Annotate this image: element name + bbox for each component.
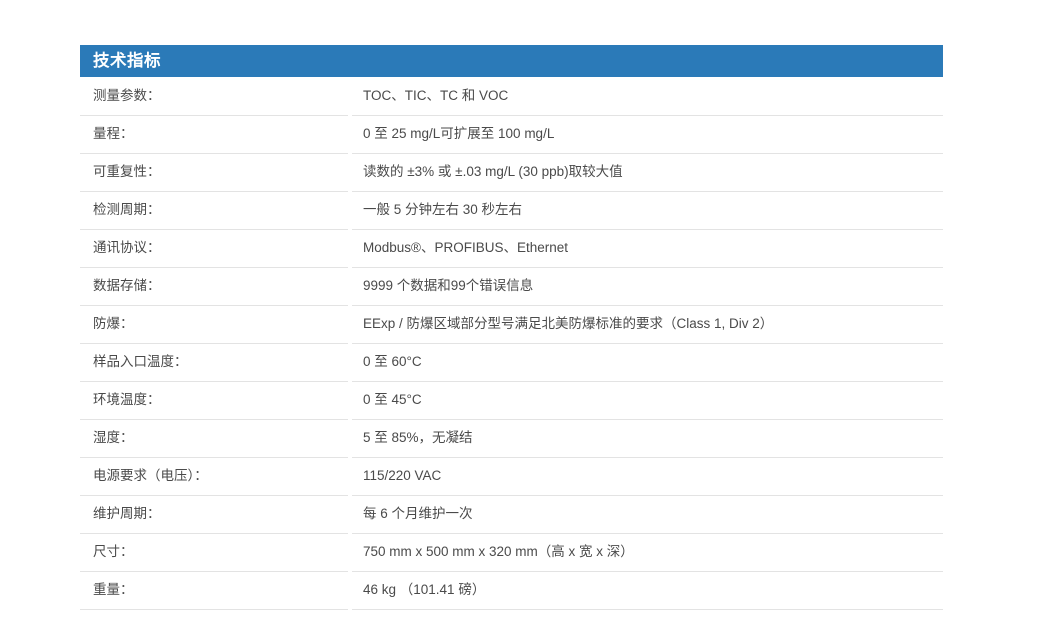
column-divider-gap	[348, 268, 352, 306]
column-divider-gap	[348, 344, 352, 382]
table-row: 通讯协议： Modbus®、PROFIBUS、Ethernet	[80, 230, 943, 268]
spec-label-cell: 电源要求（电压）：	[80, 458, 348, 496]
table-row: 数据存储： 9999 个数据和99个错误信息	[80, 268, 943, 306]
spec-value-cell: TOC、TIC、TC 和 VOC	[352, 77, 943, 116]
spec-value-cell: 0 至 25 mg/L可扩展至 100 mg/L	[352, 116, 943, 154]
column-divider-gap	[348, 116, 352, 154]
column-divider-gap	[348, 77, 352, 116]
spec-value-cell: 每 6 个月维护一次	[352, 496, 943, 534]
spec-label-cell: 环境温度：	[80, 382, 348, 420]
spec-label-cell: 测量参数：	[80, 77, 348, 116]
table-row: 量程： 0 至 25 mg/L可扩展至 100 mg/L	[80, 116, 943, 154]
spec-label-cell: 通讯协议：	[80, 230, 348, 268]
column-divider-gap	[348, 230, 352, 268]
column-divider-gap	[348, 192, 352, 230]
spec-value-cell: 750 mm x 500 mm x 320 mm（高 x 宽 x 深）	[352, 534, 943, 572]
spec-label-cell: 量程：	[80, 116, 348, 154]
spec-value-cell: 0 至 45°C	[352, 382, 943, 420]
page-title: 技术指标	[93, 51, 161, 70]
specification-header-bar: 技术指标	[80, 45, 943, 77]
table-row: 尺寸： 750 mm x 500 mm x 320 mm（高 x 宽 x 深）	[80, 534, 943, 572]
table-row: 环境温度： 0 至 45°C	[80, 382, 943, 420]
spec-value-cell: 5 至 85%，无凝结	[352, 420, 943, 458]
spec-value-cell: Modbus®、PROFIBUS、Ethernet	[352, 230, 943, 268]
spec-label-cell: 样品入口温度：	[80, 344, 348, 382]
spec-label-cell: 数据存储：	[80, 268, 348, 306]
table-row: 重量： 46 kg （101.41 磅）	[80, 572, 943, 610]
table-row: 防爆： EExp / 防爆区域部分型号满足北美防爆标准的要求（Class 1, D…	[80, 306, 943, 344]
table-row: 测量参数： TOC、TIC、TC 和 VOC	[80, 77, 943, 116]
column-divider-gap	[348, 534, 352, 572]
spec-value-cell: 9999 个数据和99个错误信息	[352, 268, 943, 306]
spec-label-cell: 维护周期：	[80, 496, 348, 534]
spec-value-cell: 115/220 VAC	[352, 458, 943, 496]
column-divider-gap	[348, 420, 352, 458]
spec-value-cell: 46 kg （101.41 磅）	[352, 572, 943, 610]
table-row: 电源要求（电压）： 115/220 VAC	[80, 458, 943, 496]
spec-label-cell: 尺寸：	[80, 534, 348, 572]
table-row: 维护周期：每 6 个月维护一次	[80, 496, 943, 534]
spec-value-cell: 读数的 ±3% 或 ±.03 mg/L (30 ppb)取较大值	[352, 154, 943, 192]
spec-value-cell: EExp / 防爆区域部分型号满足北美防爆标准的要求（Class 1, Div …	[352, 306, 943, 344]
column-divider-gap	[348, 572, 352, 610]
table-row: 样品入口温度： 0 至 60°C	[80, 344, 943, 382]
table-row: 可重复性： 读数的 ±3% 或 ±.03 mg/L (30 ppb)取较大值	[80, 154, 943, 192]
column-divider-gap	[348, 306, 352, 344]
column-divider-gap	[348, 382, 352, 420]
table-row: 检测周期： 一般 5 分钟左右 30 秒左右	[80, 192, 943, 230]
specification-table-container: 技术指标 测量参数： TOC、TIC、TC 和 VOC 量程： 0 至 25 mg/L…	[80, 45, 943, 610]
spec-value-cell: 0 至 60°C	[352, 344, 943, 382]
column-divider-gap	[348, 154, 352, 192]
column-divider-gap	[348, 458, 352, 496]
specification-table: 测量参数： TOC、TIC、TC 和 VOC 量程： 0 至 25 mg/L可扩展至 …	[80, 77, 943, 610]
specification-table-body: 测量参数： TOC、TIC、TC 和 VOC 量程： 0 至 25 mg/L可扩展至 …	[80, 77, 943, 610]
spec-value-cell: 一般 5 分钟左右 30 秒左右	[352, 192, 943, 230]
spec-label-cell: 可重复性：	[80, 154, 348, 192]
spec-label-cell: 重量：	[80, 572, 348, 610]
column-divider-gap	[348, 496, 352, 534]
spec-label-cell: 湿度：	[80, 420, 348, 458]
table-row: 湿度： 5 至 85%，无凝结	[80, 420, 943, 458]
spec-label-cell: 检测周期：	[80, 192, 348, 230]
spec-label-cell: 防爆：	[80, 306, 348, 344]
